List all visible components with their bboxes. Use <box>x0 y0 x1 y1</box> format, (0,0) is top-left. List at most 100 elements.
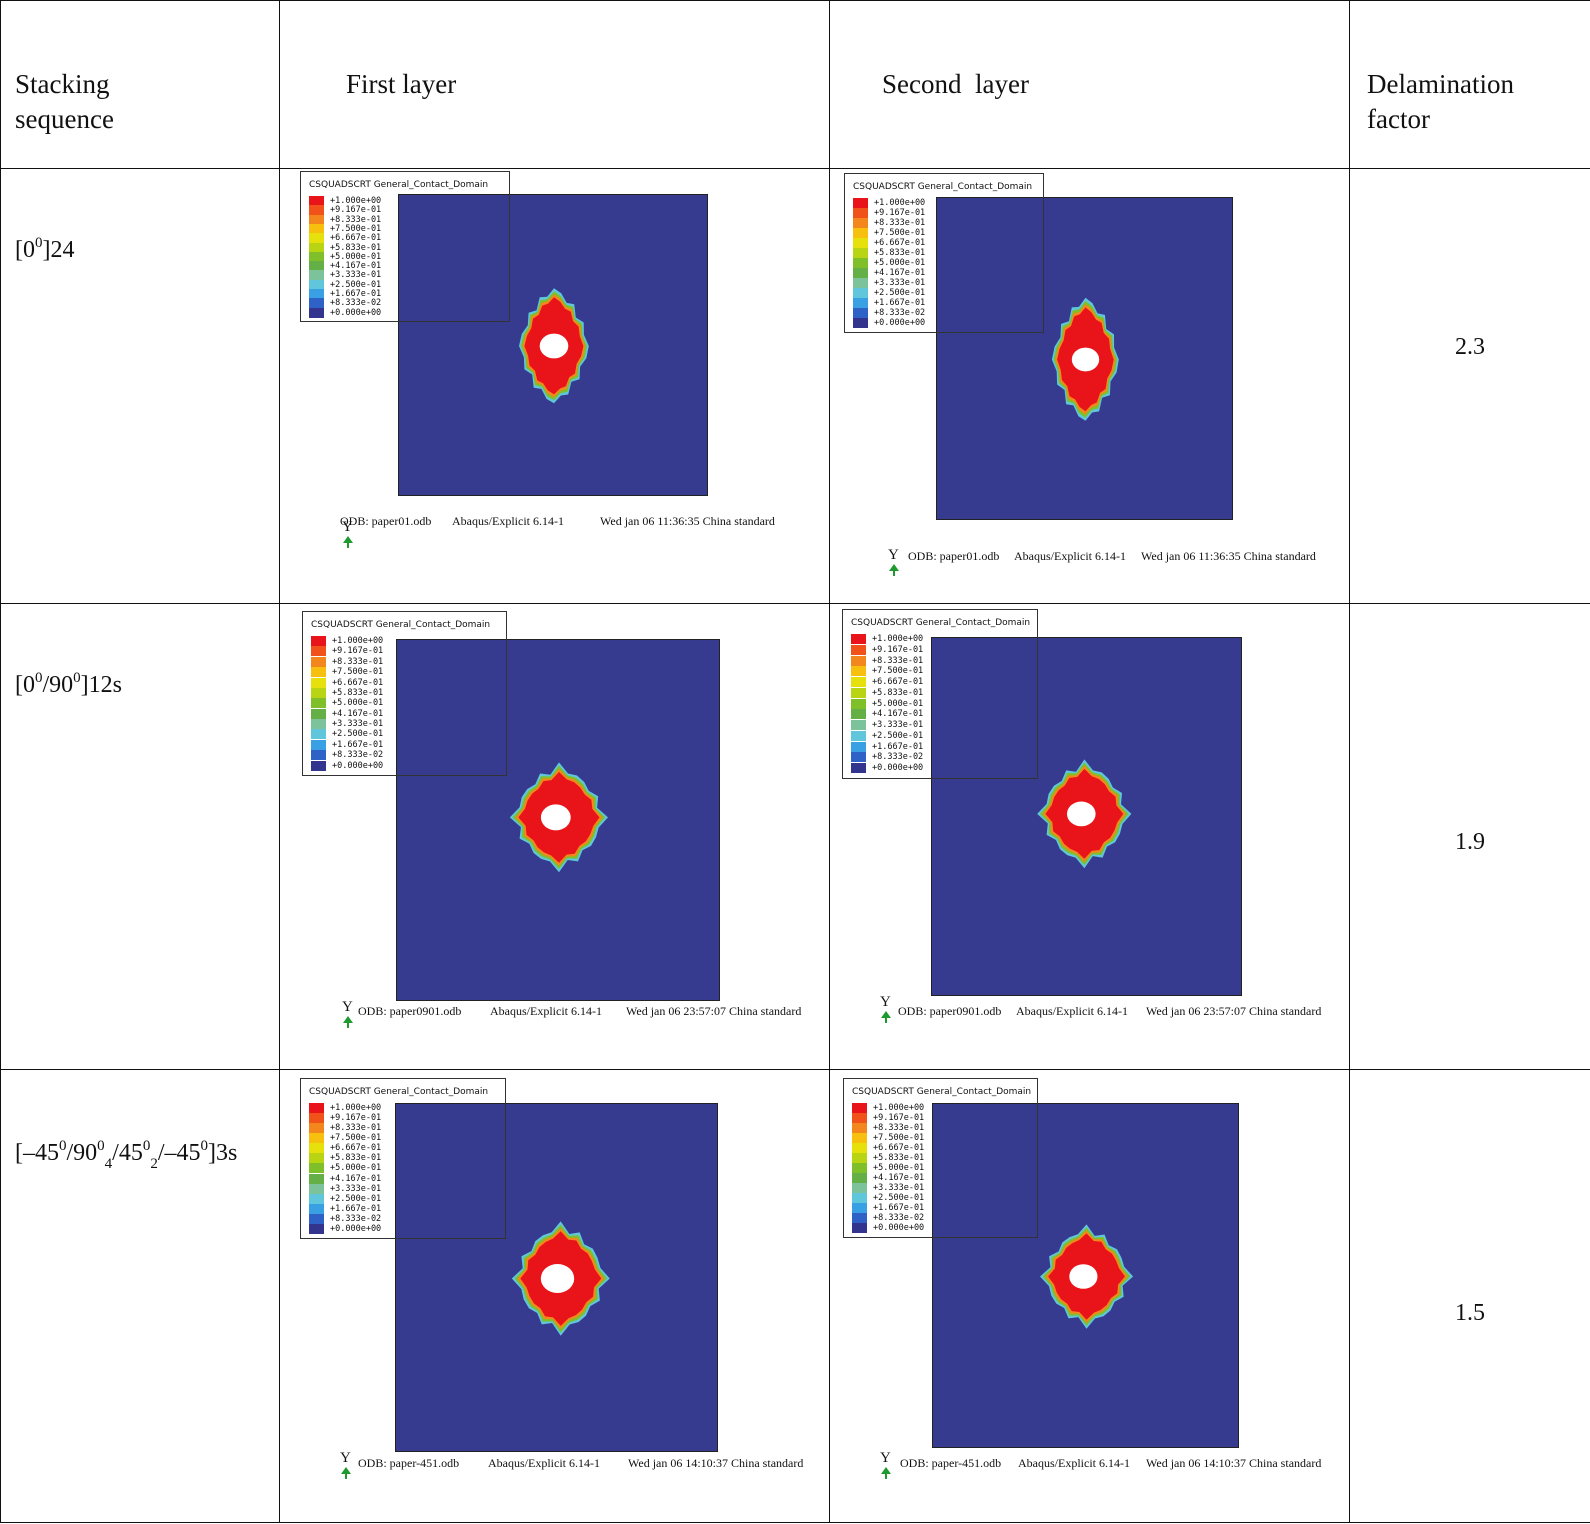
damage-zone <box>1037 759 1132 869</box>
legend-row: +2.500e-01 <box>853 288 925 298</box>
legend-row: +9.167e-01 <box>851 644 923 655</box>
legend-background <box>301 1079 505 1103</box>
delamination-factor-value: 2.3 <box>1455 334 1485 360</box>
legend-swatch <box>852 1123 867 1133</box>
legend-swatch <box>309 205 324 216</box>
factor-cell: 1.9 <box>1349 603 1590 1070</box>
table-row: [–450/9004/4502/–450]3s CSQUADSCRT Gener… <box>0 1069 1590 1523</box>
legend-row: +5.000e-01 <box>851 698 923 709</box>
legend-value: +1.000e+00 <box>330 196 382 206</box>
legend-value: +2.500e-01 <box>874 288 926 298</box>
legend-row: +0.000e+00 <box>309 307 381 318</box>
legend-swatch <box>853 208 868 218</box>
legend-swatch <box>311 677 326 688</box>
y-axis-label: Y <box>342 999 353 1015</box>
header-second-layer: Second layer <box>829 0 1350 169</box>
delamination-factor-value: 1.9 <box>1455 829 1485 855</box>
y-arrow-shaft <box>885 1473 887 1479</box>
legend-row: +8.333e-01 <box>851 655 923 666</box>
legend-row: +3.333e-01 <box>851 720 923 731</box>
legend-row: +8.333e-01 <box>311 656 383 667</box>
legend-value: +1.667e-01 <box>330 1203 382 1214</box>
legend-row: +9.167e-01 <box>311 646 384 657</box>
legend-value: +2.500e-01 <box>330 279 382 290</box>
legend-value: +2.500e-01 <box>332 729 384 740</box>
legend-value: +6.667e-01 <box>330 233 382 244</box>
legend-row: +1.667e-01 <box>309 1203 382 1214</box>
legend-swatch <box>851 730 866 741</box>
stacking-sequence: [00]24 <box>15 235 75 263</box>
legend-row: +8.333e-02 <box>311 750 383 761</box>
legend-value: +1.000e+00 <box>874 198 926 208</box>
legend-swatch <box>851 644 866 655</box>
legend-swatch <box>852 1173 867 1183</box>
legend-swatch <box>851 634 866 644</box>
legend-value: +1.000e+00 <box>873 1103 925 1113</box>
legend-swatch <box>853 298 868 308</box>
legend-row: +7.500e-01 <box>852 1133 924 1143</box>
legend-swatch <box>309 1103 324 1113</box>
second-layer-cell: CSQUADSCRT General_Contact_Domain +1.000e… <box>829 603 1350 1070</box>
legend-value: +9.167e-01 <box>332 646 384 657</box>
legend-row: +8.333e-02 <box>851 752 923 763</box>
legend-value: +7.500e-01 <box>330 223 382 234</box>
legend-row: +9.167e-01 <box>853 208 925 218</box>
legend-swatch <box>311 729 326 740</box>
legend-value: +1.667e-01 <box>330 289 382 300</box>
legend-row: +1.000e+00 <box>851 634 923 644</box>
legend-swatch <box>851 741 866 752</box>
y-axis-triad: Y <box>342 519 356 549</box>
legend-value: +8.333e-01 <box>330 214 382 225</box>
legend-row: +9.167e-01 <box>309 1113 381 1124</box>
legend-value: +8.333e-01 <box>330 1123 382 1134</box>
legend-row: +0.000e+00 <box>853 318 925 328</box>
legend-row: +7.500e-01 <box>309 1133 381 1144</box>
y-arrow-shaft <box>347 1022 349 1028</box>
legend-swatch <box>309 289 324 300</box>
legend-row: +1.667e-01 <box>853 298 925 308</box>
legend-value: +3.333e-01 <box>330 270 382 281</box>
header-stacking-sequence-label: Stacking sequence <box>15 69 114 134</box>
legend-value: +2.500e-01 <box>873 1193 925 1203</box>
y-arrow-shaft <box>885 1017 887 1023</box>
legend-swatch <box>853 198 868 208</box>
legend-row: +1.667e-01 <box>852 1203 924 1213</box>
legend-swatch <box>852 1213 867 1223</box>
first-layer-cell: CSQUADSCRT General_Contact_Domain +1.000e… <box>279 603 830 1070</box>
legend-swatch <box>852 1143 867 1153</box>
table-row: [00]24 CSQUADSCRT General_Contact_Domain… <box>0 168 1590 604</box>
legend-swatch <box>311 750 326 761</box>
legend-row: +8.333e-01 <box>309 214 382 225</box>
odb-filename: ODB: paper01.odb <box>340 514 432 528</box>
contour-legend: CSQUADSCRT General_Contact_Domain +1.000e… <box>844 173 1044 333</box>
legend-value: +2.500e-01 <box>872 730 924 741</box>
legend-value: +5.000e-01 <box>330 1163 382 1174</box>
legend-value: +0.000e+00 <box>873 1223 925 1233</box>
header-delamination-factor: Delamination factor <box>1349 0 1590 169</box>
legend-row: +8.333e-02 <box>852 1213 924 1223</box>
legend-swatch <box>853 228 868 238</box>
header-delamination-factor-label: Delamination factor <box>1367 69 1514 134</box>
legend-row: +4.167e-01 <box>309 261 381 272</box>
legend-swatch <box>853 288 868 298</box>
second-layer-cell: CSQUADSCRT General_Contact_Domain +1.000e… <box>829 168 1350 604</box>
legend-swatch <box>852 1203 867 1213</box>
legend-swatch <box>852 1133 867 1143</box>
legend-swatch <box>853 268 868 278</box>
legend-swatch <box>311 708 326 719</box>
legend-swatch <box>309 214 324 225</box>
legend-row: +0.000e+00 <box>852 1223 924 1233</box>
legend-swatch <box>309 1213 324 1224</box>
legend-swatch <box>311 760 326 771</box>
legend-value: +1.667e-01 <box>872 741 924 752</box>
legend-row: +5.000e-01 <box>309 251 381 262</box>
legend-row: +2.500e-01 <box>309 279 382 290</box>
legend-row: +4.167e-01 <box>851 709 923 720</box>
model-panel <box>396 639 720 1001</box>
legend-row: +1.000e+00 <box>853 198 925 208</box>
legend-swatch <box>309 307 324 318</box>
legend-swatch <box>309 1183 324 1194</box>
contour-legend: CSQUADSCRT General_Contact_Domain +1.000e… <box>300 1078 506 1239</box>
legend-swatch <box>309 1113 324 1124</box>
legend-swatch <box>851 677 866 688</box>
